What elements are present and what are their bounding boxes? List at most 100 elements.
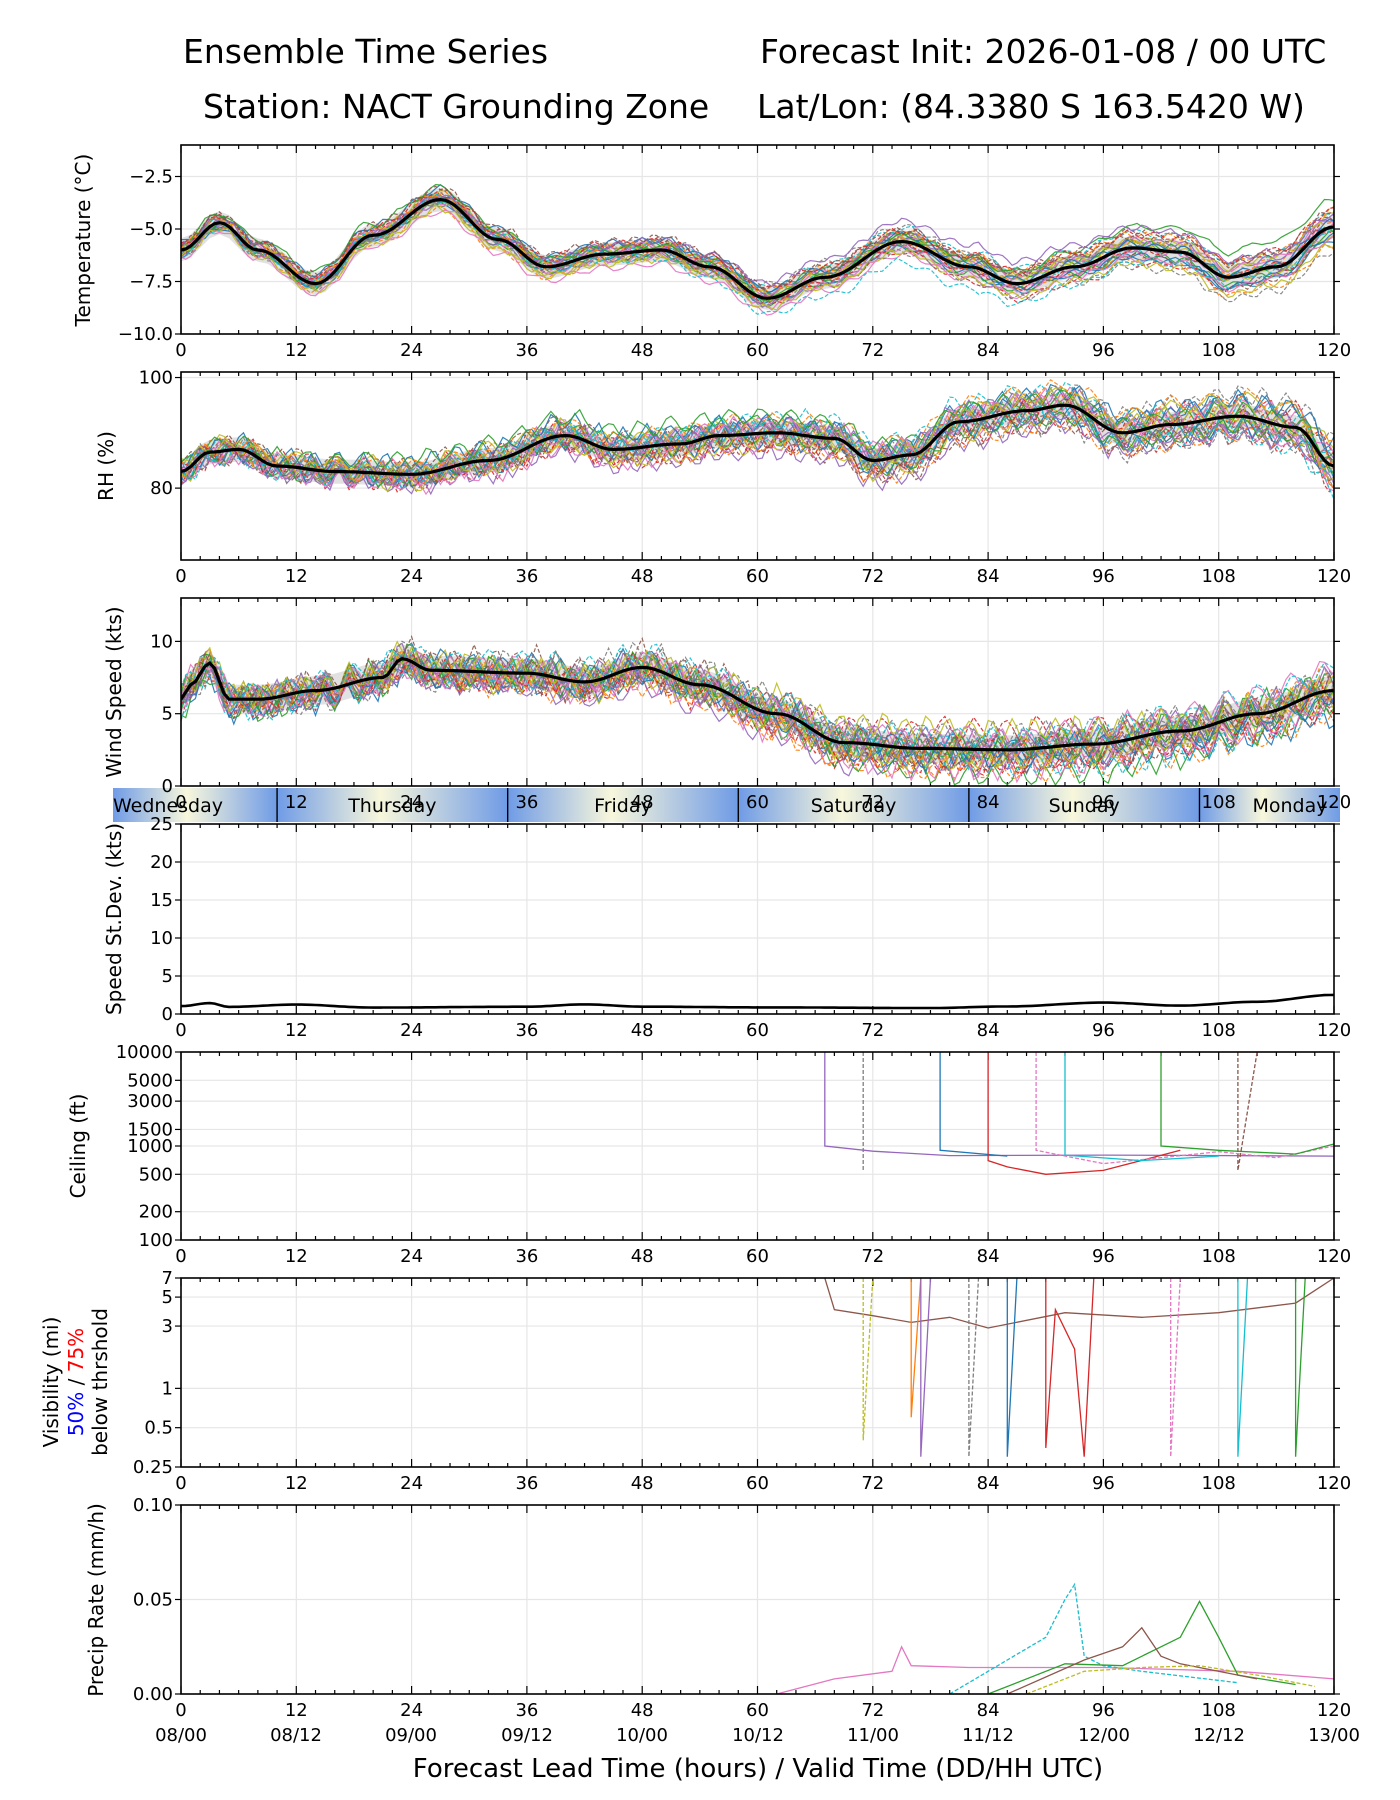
x-tick-label: 120 bbox=[1317, 566, 1351, 587]
x-tick-label: 72 bbox=[861, 1246, 884, 1267]
threshold-separator: / bbox=[64, 1372, 88, 1391]
x-tick-label: 84 bbox=[977, 340, 1000, 361]
x-tick-label: 108 bbox=[1202, 1246, 1236, 1267]
plot-area bbox=[181, 378, 1334, 500]
y-axis-label: Precip Rate (mm/h) bbox=[84, 1503, 108, 1697]
y-tick-label: 3 bbox=[162, 1316, 173, 1337]
x-tick-label: 0 bbox=[175, 340, 186, 361]
y-tick-label: 200 bbox=[139, 1202, 173, 1223]
x-tick-label: 72 bbox=[861, 566, 884, 587]
x-tick-label: 108 bbox=[1202, 1700, 1236, 1721]
x-tick-label: 108 bbox=[1202, 340, 1236, 361]
x-tick-label: 24 bbox=[400, 340, 423, 361]
valid-time-label: 12/12 bbox=[1193, 1725, 1245, 1746]
x-tick-label: 12 bbox=[285, 1020, 308, 1041]
y-tick-label: 15 bbox=[150, 890, 173, 911]
x-tick-label: 0 bbox=[175, 566, 186, 587]
valid-time-label: 08/12 bbox=[270, 1725, 322, 1746]
x-tick-label: 72 bbox=[861, 1473, 884, 1494]
ensemble-member-line bbox=[181, 400, 1334, 484]
x-tick-label: 120 bbox=[1317, 1246, 1351, 1267]
y-tick-label: 0 bbox=[162, 1004, 173, 1025]
x-tick-label: 24 bbox=[400, 792, 423, 813]
x-tick-label: 60 bbox=[746, 1473, 769, 1494]
valid-time-label: 11/00 bbox=[847, 1725, 899, 1746]
valid-time-label: 09/00 bbox=[385, 1725, 437, 1746]
ensemble-member-line bbox=[1007, 1626, 1258, 1694]
ensemble-member-line bbox=[920, 1278, 932, 1457]
day-segment bbox=[113, 788, 278, 822]
x-tick-label: 120 bbox=[1317, 340, 1351, 361]
day-band: Wednesday Thursday Friday Saturday Sunday Mon… bbox=[113, 788, 1340, 822]
x-tick-label: 120 bbox=[1317, 792, 1351, 813]
x-tick-label: 12 bbox=[285, 566, 308, 587]
plot-area bbox=[824, 1052, 1334, 1175]
ensemble-member-line bbox=[1026, 1665, 1315, 1694]
y-tick-label: 100 bbox=[139, 368, 173, 389]
x-tick-label: 120 bbox=[1317, 1700, 1351, 1721]
ensemble-member-line bbox=[1045, 1278, 1095, 1457]
panel-frame bbox=[180, 1504, 1335, 1695]
y-tick-label: −2.5 bbox=[129, 167, 173, 188]
x-tick-label: 48 bbox=[631, 1020, 654, 1041]
x-tick-label: 60 bbox=[746, 1246, 769, 1267]
x-tick-label: 72 bbox=[861, 340, 884, 361]
day-segment bbox=[738, 788, 969, 822]
x-tick-label: 36 bbox=[515, 792, 538, 813]
x-tick-label: 72 bbox=[861, 1700, 884, 1721]
x-tick-label: 12 bbox=[285, 340, 308, 361]
ensemble-member-line bbox=[1064, 1052, 1219, 1162]
ensemble-member-line bbox=[987, 1052, 1181, 1175]
plot-area bbox=[181, 993, 1334, 1010]
ensemble-member-line bbox=[181, 642, 1334, 756]
y-tick-label: 0.05 bbox=[133, 1590, 173, 1611]
x-tick-label: 72 bbox=[861, 1020, 884, 1041]
panel-frame bbox=[180, 1051, 1335, 1241]
x-tick-label: 36 bbox=[515, 340, 538, 361]
x-tick-label: 48 bbox=[631, 1473, 654, 1494]
x-tick-label: 0 bbox=[175, 1700, 186, 1721]
x-tick-label: 96 bbox=[1092, 1473, 1115, 1494]
ensemble-member-line bbox=[824, 1052, 1334, 1157]
x-tick-label: 60 bbox=[746, 566, 769, 587]
x-tick-label: 0 bbox=[175, 1473, 186, 1494]
y-tick-label: 0.5 bbox=[144, 1418, 173, 1439]
x-tick-label: 84 bbox=[977, 1020, 1000, 1041]
x-tick-label: 48 bbox=[631, 566, 654, 587]
plot-area bbox=[776, 1582, 1334, 1694]
x-tick-label: 36 bbox=[515, 1246, 538, 1267]
ensemble-member-line bbox=[181, 209, 1334, 316]
day-label: Sunday bbox=[1049, 795, 1120, 817]
panel-frame bbox=[180, 823, 1335, 1015]
x-tick-label: 72 bbox=[861, 792, 884, 813]
x-tick-label: 48 bbox=[631, 1246, 654, 1267]
ensemble-mean-line bbox=[181, 657, 1334, 752]
valid-time-label: 08/00 bbox=[155, 1725, 207, 1746]
day-label: Monday bbox=[1252, 795, 1327, 817]
ensemble-member-line bbox=[181, 643, 1334, 753]
y-tick-label: 1 bbox=[162, 1378, 173, 1399]
y-tick-label: 3000 bbox=[127, 1091, 173, 1112]
panel-frame bbox=[180, 371, 1335, 561]
y-tick-label: 20 bbox=[150, 852, 173, 873]
panels: −2.5−5.0−7.5−10.00 12 24 36 48 60 72 84 96 108 120… bbox=[66, 144, 1351, 1721]
ensemble-member-line bbox=[181, 635, 1334, 761]
x-tick-label: 60 bbox=[746, 340, 769, 361]
ensemble-member-line bbox=[1170, 1278, 1181, 1457]
ensemble-member-line bbox=[181, 190, 1334, 294]
plot-area bbox=[181, 183, 1334, 316]
ensemble-member-line bbox=[181, 194, 1334, 288]
x-tick-label: 36 bbox=[515, 1020, 538, 1041]
y-axis-label: Ceiling (ft) bbox=[66, 1094, 90, 1199]
x-tick-label: 108 bbox=[1202, 566, 1236, 587]
y-tick-label: 0.25 bbox=[133, 1457, 173, 1478]
panel-frame bbox=[180, 1277, 1335, 1468]
valid-time-label: 13/00 bbox=[1308, 1725, 1360, 1746]
x-tick-label: 84 bbox=[977, 792, 1000, 813]
ensemble-member-line bbox=[181, 405, 1334, 500]
x-tick-label: 24 bbox=[400, 566, 423, 587]
ensemble-member-line bbox=[1160, 1052, 1334, 1155]
y-tick-label: 1500 bbox=[127, 1119, 173, 1140]
x-tick-label: 96 bbox=[1092, 340, 1115, 361]
